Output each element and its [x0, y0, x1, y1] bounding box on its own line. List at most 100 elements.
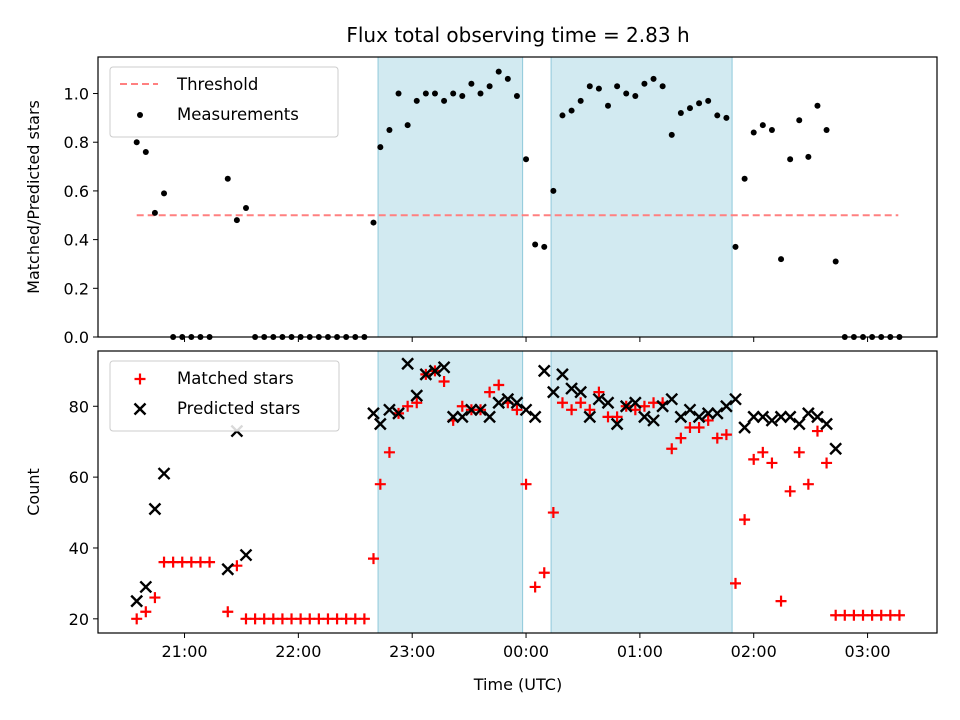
point-x-bottom-57	[820, 417, 833, 431]
legend-swatch-plus	[134, 373, 146, 385]
point-plus-bottom-58	[666, 443, 678, 455]
point-x-bottom-39	[656, 399, 669, 413]
point-dot-top-48	[577, 97, 584, 104]
point-x-bottom-29	[565, 382, 578, 395]
y-tick-label-top-4: 0.8	[64, 133, 89, 152]
point-dot-top-55	[641, 80, 648, 87]
point-plus-bottom-71	[784, 485, 796, 497]
point-dot-top-46	[559, 112, 566, 119]
point-x-bottom-45	[710, 407, 724, 420]
point-dot-top-28	[395, 90, 402, 97]
x-tick-label-5: 02:00	[731, 642, 777, 661]
point-plus-bottom-27	[383, 446, 395, 458]
point-dot-top-47	[568, 107, 575, 114]
point-dot-top-74	[814, 102, 821, 109]
point-x-bottom-51	[765, 414, 779, 427]
point-dot-top-36	[468, 80, 475, 87]
point-dot-top-44	[541, 243, 548, 250]
point-x-bottom-49	[747, 410, 761, 424]
point-x-bottom-3	[157, 467, 171, 480]
bottom-panel-counts: 20 40 60 80 21:00 22:00 23:00 00:00 01:00 02:00 03…	[24, 350, 938, 661]
point-x-bottom-23	[510, 396, 524, 410]
point-dot-top-29	[404, 122, 411, 129]
legend-label-bottom-0: Matched stars	[177, 369, 294, 388]
point-x-bottom-52	[774, 410, 788, 424]
point-plus-bottom-52	[611, 411, 623, 423]
axes-frame-top	[97, 56, 938, 338]
point-x-bottom-54	[792, 417, 806, 431]
point-x-bottom-22	[501, 392, 515, 406]
point-x-bottom-14	[428, 364, 442, 378]
point-x-bottom-46	[720, 399, 733, 413]
point-x-bottom-35	[619, 399, 633, 413]
point-dot-top-73	[805, 153, 812, 160]
point-x-bottom-13	[419, 368, 433, 381]
point-dot-top-64	[723, 114, 730, 121]
point-plus-bottom-24	[358, 613, 370, 625]
y-tick-label-bottom-3: 80	[69, 397, 89, 416]
point-plus-bottom-30	[411, 397, 423, 409]
point-plus-bottom-39	[493, 379, 505, 391]
point-plus-bottom-9	[222, 606, 234, 618]
legend-box-top	[109, 66, 339, 138]
point-x-bottom-21	[492, 396, 506, 410]
point-plus-bottom-0	[131, 613, 143, 625]
x-tick-label-2: 23:00	[389, 642, 435, 661]
point-plus-bottom-35	[456, 400, 468, 412]
point-x-bottom-7	[367, 407, 380, 420]
observing-window-top-0	[377, 56, 524, 338]
legend-swatch-x	[133, 402, 147, 416]
point-dot-top-38	[486, 83, 493, 90]
point-dot-top-39	[495, 68, 502, 75]
point-plus-bottom-54	[629, 404, 641, 416]
point-plus-bottom-49	[584, 404, 596, 416]
point-x-bottom-11	[401, 357, 414, 371]
point-x-bottom-12	[410, 389, 424, 402]
point-dot-top-30	[413, 97, 420, 104]
point-plus-bottom-68	[757, 446, 769, 458]
point-x-bottom-15	[437, 360, 451, 374]
point-plus-bottom-44	[538, 567, 550, 579]
x-axis-label: Time (UTC)	[473, 675, 562, 694]
point-dot-top-32	[431, 90, 438, 97]
point-x-bottom-10	[392, 407, 405, 420]
point-dot-top-42	[523, 156, 530, 163]
point-dot-top-50	[595, 85, 602, 92]
point-dot-top-51	[605, 102, 612, 109]
y-tick-label-top-5: 1.0	[64, 85, 89, 104]
point-x-bottom-16	[446, 410, 460, 424]
point-x-bottom-40	[665, 392, 679, 406]
point-x-bottom-36	[628, 396, 642, 410]
legend-box-bottom	[109, 360, 340, 432]
point-plus-bottom-26	[374, 478, 386, 490]
point-dot-top-66	[741, 175, 748, 182]
point-dot-top-67	[750, 129, 757, 136]
point-dot-top-25	[370, 219, 377, 226]
point-dot-top-45	[550, 187, 557, 194]
point-plus-bottom-74	[811, 425, 823, 437]
point-x-bottom-26	[537, 364, 551, 378]
point-x-bottom-33	[601, 396, 615, 410]
point-plus-bottom-47	[566, 404, 578, 416]
point-dot-top-40	[504, 75, 511, 82]
point-plus-bottom-66	[739, 514, 751, 526]
point-x-bottom-41	[674, 410, 688, 424]
point-dot-top-75	[823, 127, 830, 134]
x-tick-label-0: 21:00	[161, 642, 207, 661]
point-dot-top-27	[386, 127, 393, 134]
point-dot-top-3	[161, 190, 168, 197]
top-panel-ratio: 0.0 0.2 0.4 0.6 0.8 1.0 Matched/Predicted star…	[24, 56, 938, 347]
point-x-bottom-56	[811, 410, 824, 424]
point-plus-bottom-50	[593, 386, 605, 398]
point-x-bottom-42	[683, 403, 697, 417]
point-dot-top-53	[623, 90, 630, 97]
point-dot-top-69	[768, 127, 775, 134]
point-plus-bottom-42	[520, 478, 532, 490]
point-dot-top-59	[677, 110, 684, 116]
point-plus-bottom-69	[766, 457, 778, 469]
y-tick-label-top-2: 0.4	[64, 231, 89, 250]
point-dot-top-70	[778, 256, 785, 263]
point-x-bottom-9	[383, 403, 396, 417]
point-plus-bottom-33	[438, 375, 450, 387]
point-plus-bottom-41	[511, 404, 523, 416]
